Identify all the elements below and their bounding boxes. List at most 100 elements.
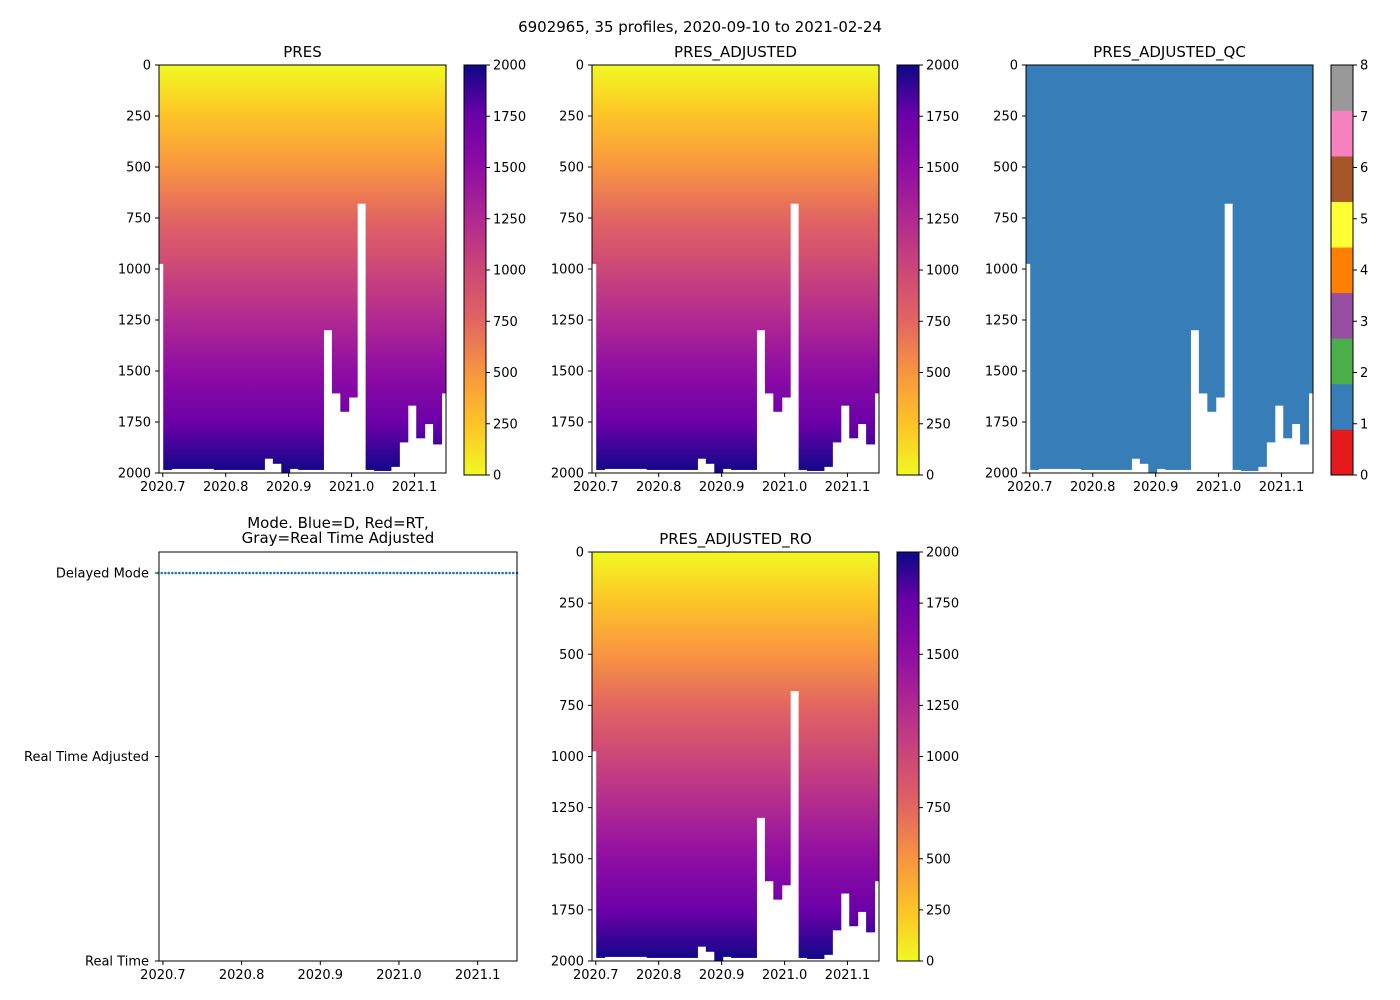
profile-cell-4 [621,65,631,469]
mode-point-32 [501,571,504,575]
profile-cell-6 [205,65,215,469]
profile-cell-18 [306,65,316,470]
mode-point-12 [290,571,294,575]
mode-point-13 [301,571,304,575]
mode-point-11 [279,571,283,575]
colorbar-tick-label: 2000 [493,59,526,74]
x-tick-label: 2021.1 [392,480,438,495]
profile-cell-0 [592,65,597,264]
mode-point-26 [431,571,434,575]
mode-point-14 [308,571,311,575]
profile-cell-13 [264,65,274,459]
heatmap-cells [592,65,879,473]
profile-cell-30 [840,65,850,406]
mode-point-12 [286,571,290,575]
y-tick-label: 0 [143,59,151,74]
x-tick-label: 2021.0 [1196,480,1242,495]
subplot-title: Mode. Blue=D, Red=RT, [247,514,429,532]
profile-cell-22 [340,65,350,412]
profile-cell-10 [672,65,682,470]
profile-cell-9 [230,65,240,470]
y-tick-label: 750 [559,699,584,714]
profile-cell-25 [798,552,808,958]
profile-cell-23 [348,65,358,398]
y-tick-label: 500 [559,161,584,176]
mode-point-16 [332,571,336,575]
profile-cell-22 [1207,65,1217,412]
mode-point-22 [392,571,395,575]
colorbar: 0 250 500 750 1000 1250 1500 1750 2000 [896,546,959,970]
colorbar-gradient [897,552,919,961]
colorbar-gradient [464,65,486,475]
mode-point-15 [315,571,318,575]
x-tick-label: 2020.8 [1070,480,1116,495]
y-tick-label: 1250 [985,314,1018,329]
profile-cell-22 [773,552,783,900]
mode-point-33 [511,571,515,575]
mode-point-30 [476,571,480,575]
mode-point-6 [220,571,223,575]
profile-cell-12 [255,65,265,470]
colorbar-tick-label: 2000 [926,546,959,561]
colorbar-tick-label: 1750 [926,110,959,125]
profile-cell-28 [1257,65,1267,467]
mode-point-1 [167,571,171,575]
colorbar-tick-label: 1250 [926,212,959,227]
y-tick-label: Real Time [85,955,149,970]
profile-cell-15 [714,552,724,961]
profile-cell-26 [1241,65,1250,471]
profile-cell-6 [638,552,648,957]
mode-point-23 [406,571,410,575]
mode-point-28 [452,571,455,575]
mode-point-27 [445,571,448,575]
colorbar-tick-label: 1000 [493,264,526,279]
profile-cell-5 [629,65,639,469]
mode-point-24 [416,571,420,575]
y-tick-label: 1500 [551,365,584,380]
profile-cell-34 [874,65,879,394]
profile-cell-32 [857,65,867,425]
profile-cell-19 [748,65,757,470]
y-tick-label: 1500 [118,365,151,380]
mode-point-23 [399,571,403,575]
colorbar-tick-label: 500 [493,366,518,381]
profile-cell-1 [1030,65,1040,470]
mode-point-4 [202,571,206,575]
colorbar-tick-label: 2 [1360,366,1368,381]
profile-cell-33 [866,65,876,445]
profile-cell-1 [596,65,606,470]
colorbar-tick-label: 250 [926,417,951,432]
y-tick-label: 500 [126,161,151,176]
colorbar-tick-label: 0 [1360,469,1368,484]
mode-point-24 [409,571,413,575]
profile-cell-21 [764,552,774,882]
mode-point-27 [448,571,452,575]
y-tick-label: 1500 [985,365,1018,380]
profile-cell-13 [697,65,707,459]
mode-point-11 [276,571,280,575]
profile-cell-24 [790,65,800,204]
profile-cell-20 [1190,65,1200,331]
mode-point-18 [346,571,350,575]
mode-point-25 [427,571,431,575]
mode-point-8 [244,571,248,575]
x-tick-label: 2020.7 [1007,480,1053,495]
mode-point-9 [251,571,255,575]
y-tick-label: 1750 [985,416,1018,431]
profile-cell-0 [1026,65,1031,264]
profile-cell-11 [680,65,690,470]
colorbar-bin-2 [1331,338,1353,385]
x-tick-label: 2020.8 [219,968,265,983]
colorbar-tick-label: 7 [1360,110,1368,125]
y-tick-label: 1000 [551,750,584,765]
profile-cell-2 [604,552,614,957]
mode-point-25 [424,571,427,575]
profile-cell-20 [756,552,766,818]
profile-cell-33 [866,552,876,933]
profile-cell-5 [196,65,206,469]
mode-point-23 [402,571,406,575]
heatmap-cells [592,552,879,961]
y-tick-label: 1250 [551,314,584,329]
